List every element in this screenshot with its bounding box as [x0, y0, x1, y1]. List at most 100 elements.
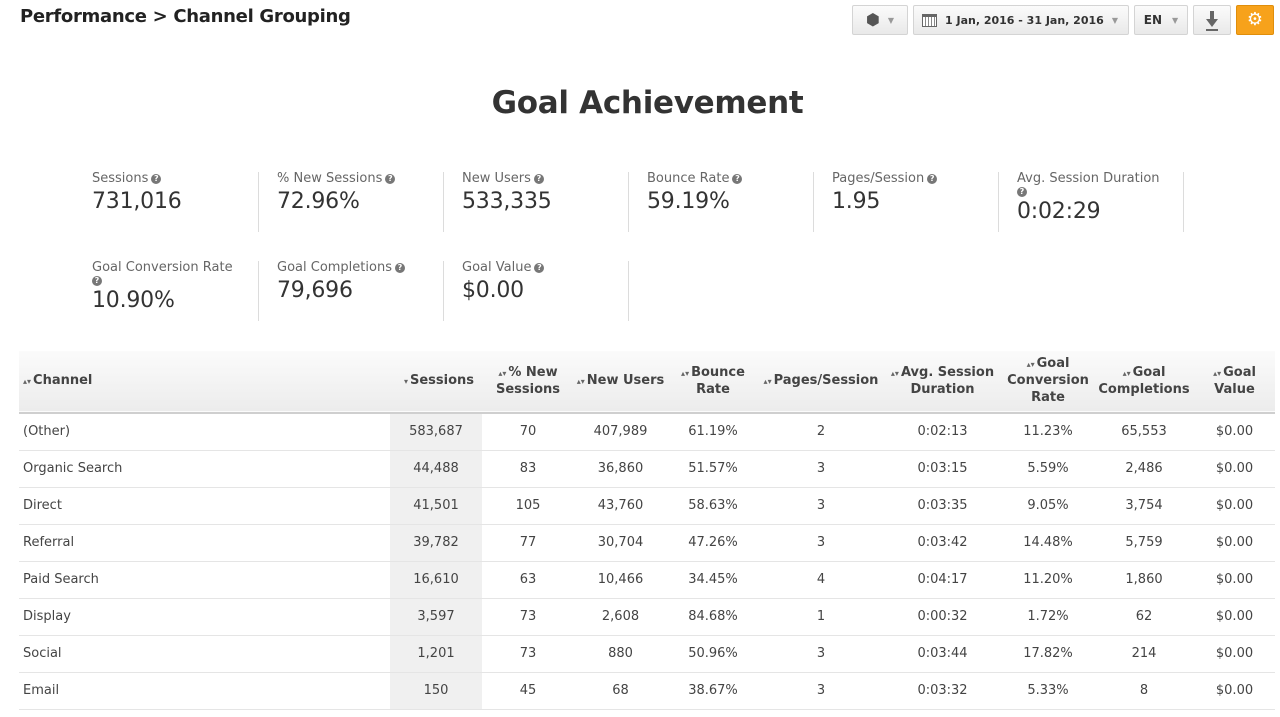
cell-completions: 2,486 [1125, 461, 1163, 476]
column-header-new-users[interactable]: ▴▾ New Users [576, 373, 665, 389]
cell-new-sessions: 63 [519, 572, 537, 587]
help-icon[interactable]: ? [394, 263, 405, 273]
language-dropdown[interactable]: EN ▼ [1134, 5, 1188, 35]
cell-conv-rate: 5.59% [1027, 461, 1069, 476]
cell-conv-rate: 11.23% [1023, 424, 1073, 440]
cell-channel: Display [23, 609, 71, 624]
help-icon[interactable]: ? [927, 174, 938, 184]
sort-icon: ▴▾ [498, 368, 507, 378]
cell-completions: 5,759 [1125, 535, 1163, 550]
kpi-label: Goal Completions [277, 260, 392, 275]
column-header-goal-value[interactable]: ▴▾ Goal Value [1213, 364, 1256, 397]
breadcrumb: Performance > Channel Grouping [20, 6, 351, 27]
cell-bounce-rate: 47.26% [688, 535, 738, 550]
settings-button[interactable]: ⚙ [1236, 5, 1274, 35]
kpi-goal-value: Goal Value? $0.00 [444, 260, 629, 321]
column-header-avg-duration[interactable]: ▴▾ Avg. Session Duration [890, 364, 995, 397]
cell-sessions: 1,201 [390, 635, 482, 672]
chevron-down-icon: ▼ [887, 15, 895, 25]
download-button[interactable] [1193, 5, 1231, 35]
cell-pages-session: 2 [816, 424, 826, 440]
cell-bounce-rate: 50.96% [688, 646, 738, 661]
cell-new-sessions: 73 [519, 609, 537, 624]
cell-avg-duration: 0:03:35 [917, 498, 968, 513]
cell-new-users: 407,989 [593, 424, 648, 440]
help-icon[interactable]: ? [533, 174, 544, 184]
column-header-pages-session[interactable]: ▴▾ Pages/Session [763, 373, 879, 389]
table-header-row: ▴▾ Channel ▾ Sessions ▴▾% New Sessions ▴▾ N… [19, 351, 1275, 413]
chevron-down-icon: ▼ [1111, 15, 1118, 25]
kpi-goal-completions: Goal Completions? 79,696 [259, 260, 444, 321]
cell-bounce-rate: 84.68% [688, 609, 738, 624]
cell-completions: 8 [1139, 683, 1149, 698]
sort-icon: ▴▾ [1026, 360, 1035, 370]
cell-completions: 3,754 [1125, 498, 1163, 513]
cell-bounce-rate: 51.57% [688, 461, 738, 476]
cell-sessions: 150 [390, 672, 482, 709]
sort-desc-icon: ▾ [403, 377, 408, 387]
cell-channel: Email [23, 683, 60, 698]
cell-new-sessions: 105 [515, 498, 541, 513]
cell-bounce-rate: 58.63% [688, 498, 738, 513]
cell-sessions: 583,687 [390, 413, 482, 450]
help-icon[interactable]: ? [732, 174, 743, 184]
cell-avg-duration: 0:04:17 [917, 572, 968, 587]
sort-icon: ▴▾ [576, 377, 585, 387]
kpi-panel: Sessions? 731,016 % New Sessions? 72.96%… [74, 171, 1186, 350]
table-row: Email 150 45 68 38.67% 3 0:03:32 5.33% 8… [19, 672, 1275, 709]
cell-pages-session: 3 [816, 535, 826, 550]
help-icon[interactable]: ? [1017, 186, 1027, 197]
page-title: Goal Achievement [491, 85, 804, 121]
kpi-value: 731,016 [92, 188, 182, 214]
cell-pages-session: 3 [816, 683, 826, 698]
cell-pages-session: 3 [816, 498, 826, 513]
cell-goal-value: $0.00 [1215, 683, 1254, 698]
kpi-avg-session-duration: Avg. Session Duration? 0:02:29 [999, 171, 1184, 232]
table-row: Organic Search 44,488 83 36,860 51.57% 3… [19, 450, 1275, 487]
table-row: (Other) 583,687 70 407,989 61.19% 2 0:02… [19, 413, 1275, 450]
column-header-conv-rate[interactable]: ▴▾ Goal Conversion Rate [1007, 356, 1089, 405]
cell-sessions: 39,782 [390, 524, 482, 561]
cell-new-users: 30,704 [597, 535, 644, 550]
segment-dropdown[interactable]: ⬢ ▼ [852, 5, 908, 35]
cell-channel: Referral [23, 535, 75, 550]
language-label: EN [1143, 13, 1163, 27]
cell-completions: 1,860 [1125, 572, 1163, 587]
cell-new-sessions: 73 [519, 646, 537, 661]
cell-avg-duration: 0:03:42 [917, 535, 968, 550]
cell-sessions: 3,597 [390, 598, 482, 635]
kpi-new-sessions: % New Sessions? 72.96% [259, 171, 444, 232]
help-icon[interactable]: ? [92, 275, 102, 286]
date-range-picker[interactable]: 1 Jan, 2016 - 31 Jan, 2016 ▼ [913, 5, 1129, 35]
help-icon[interactable]: ? [534, 263, 545, 273]
column-header-completions[interactable]: ▴▾ Goal Completions [1098, 364, 1190, 397]
cell-goal-value: $0.00 [1215, 572, 1254, 587]
toolbar: ⬢ ▼ 1 Jan, 2016 - 31 Jan, 2016 ▼ EN ▼ ⚙ [852, 5, 1274, 35]
cell-conv-rate: 1.72% [1027, 609, 1069, 624]
cell-new-users: 2,608 [601, 609, 640, 624]
cell-avg-duration: 0:03:15 [917, 461, 968, 476]
column-header-new-sessions[interactable]: ▴▾% New Sessions [495, 364, 561, 397]
column-header-bounce-rate[interactable]: ▴▾ Bounce Rate [681, 364, 745, 397]
cell-pages-session: 3 [816, 461, 826, 476]
help-icon[interactable]: ? [151, 174, 162, 184]
channel-table: ▴▾ Channel ▾ Sessions ▴▾% New Sessions ▴▾ N… [19, 351, 1275, 710]
kpi-value: 79,696 [277, 277, 353, 303]
cell-avg-duration: 0:03:32 [917, 683, 968, 698]
column-header-channel[interactable]: ▴▾ Channel [23, 373, 93, 389]
cell-conv-rate: 14.48% [1023, 535, 1073, 550]
cell-goal-value: $0.00 [1215, 424, 1254, 440]
calendar-icon [922, 13, 937, 27]
kpi-label: Goal Value [462, 260, 532, 275]
kpi-label: New Users [462, 171, 531, 186]
kpi-value: 72.96% [277, 188, 360, 214]
cell-channel: Social [23, 646, 62, 661]
table-row: Display 3,597 73 2,608 84.68% 1 0:00:32 … [19, 598, 1275, 635]
kpi-label: Pages/Session [832, 171, 925, 186]
cell-avg-duration: 0:02:13 [917, 424, 968, 440]
kpi-pages-session: Pages/Session? 1.95 [814, 171, 999, 232]
help-icon[interactable]: ? [385, 174, 396, 184]
cell-sessions: 41,501 [390, 487, 482, 524]
cell-pages-session: 1 [816, 609, 826, 624]
column-header-sessions[interactable]: ▾ Sessions [403, 373, 474, 389]
